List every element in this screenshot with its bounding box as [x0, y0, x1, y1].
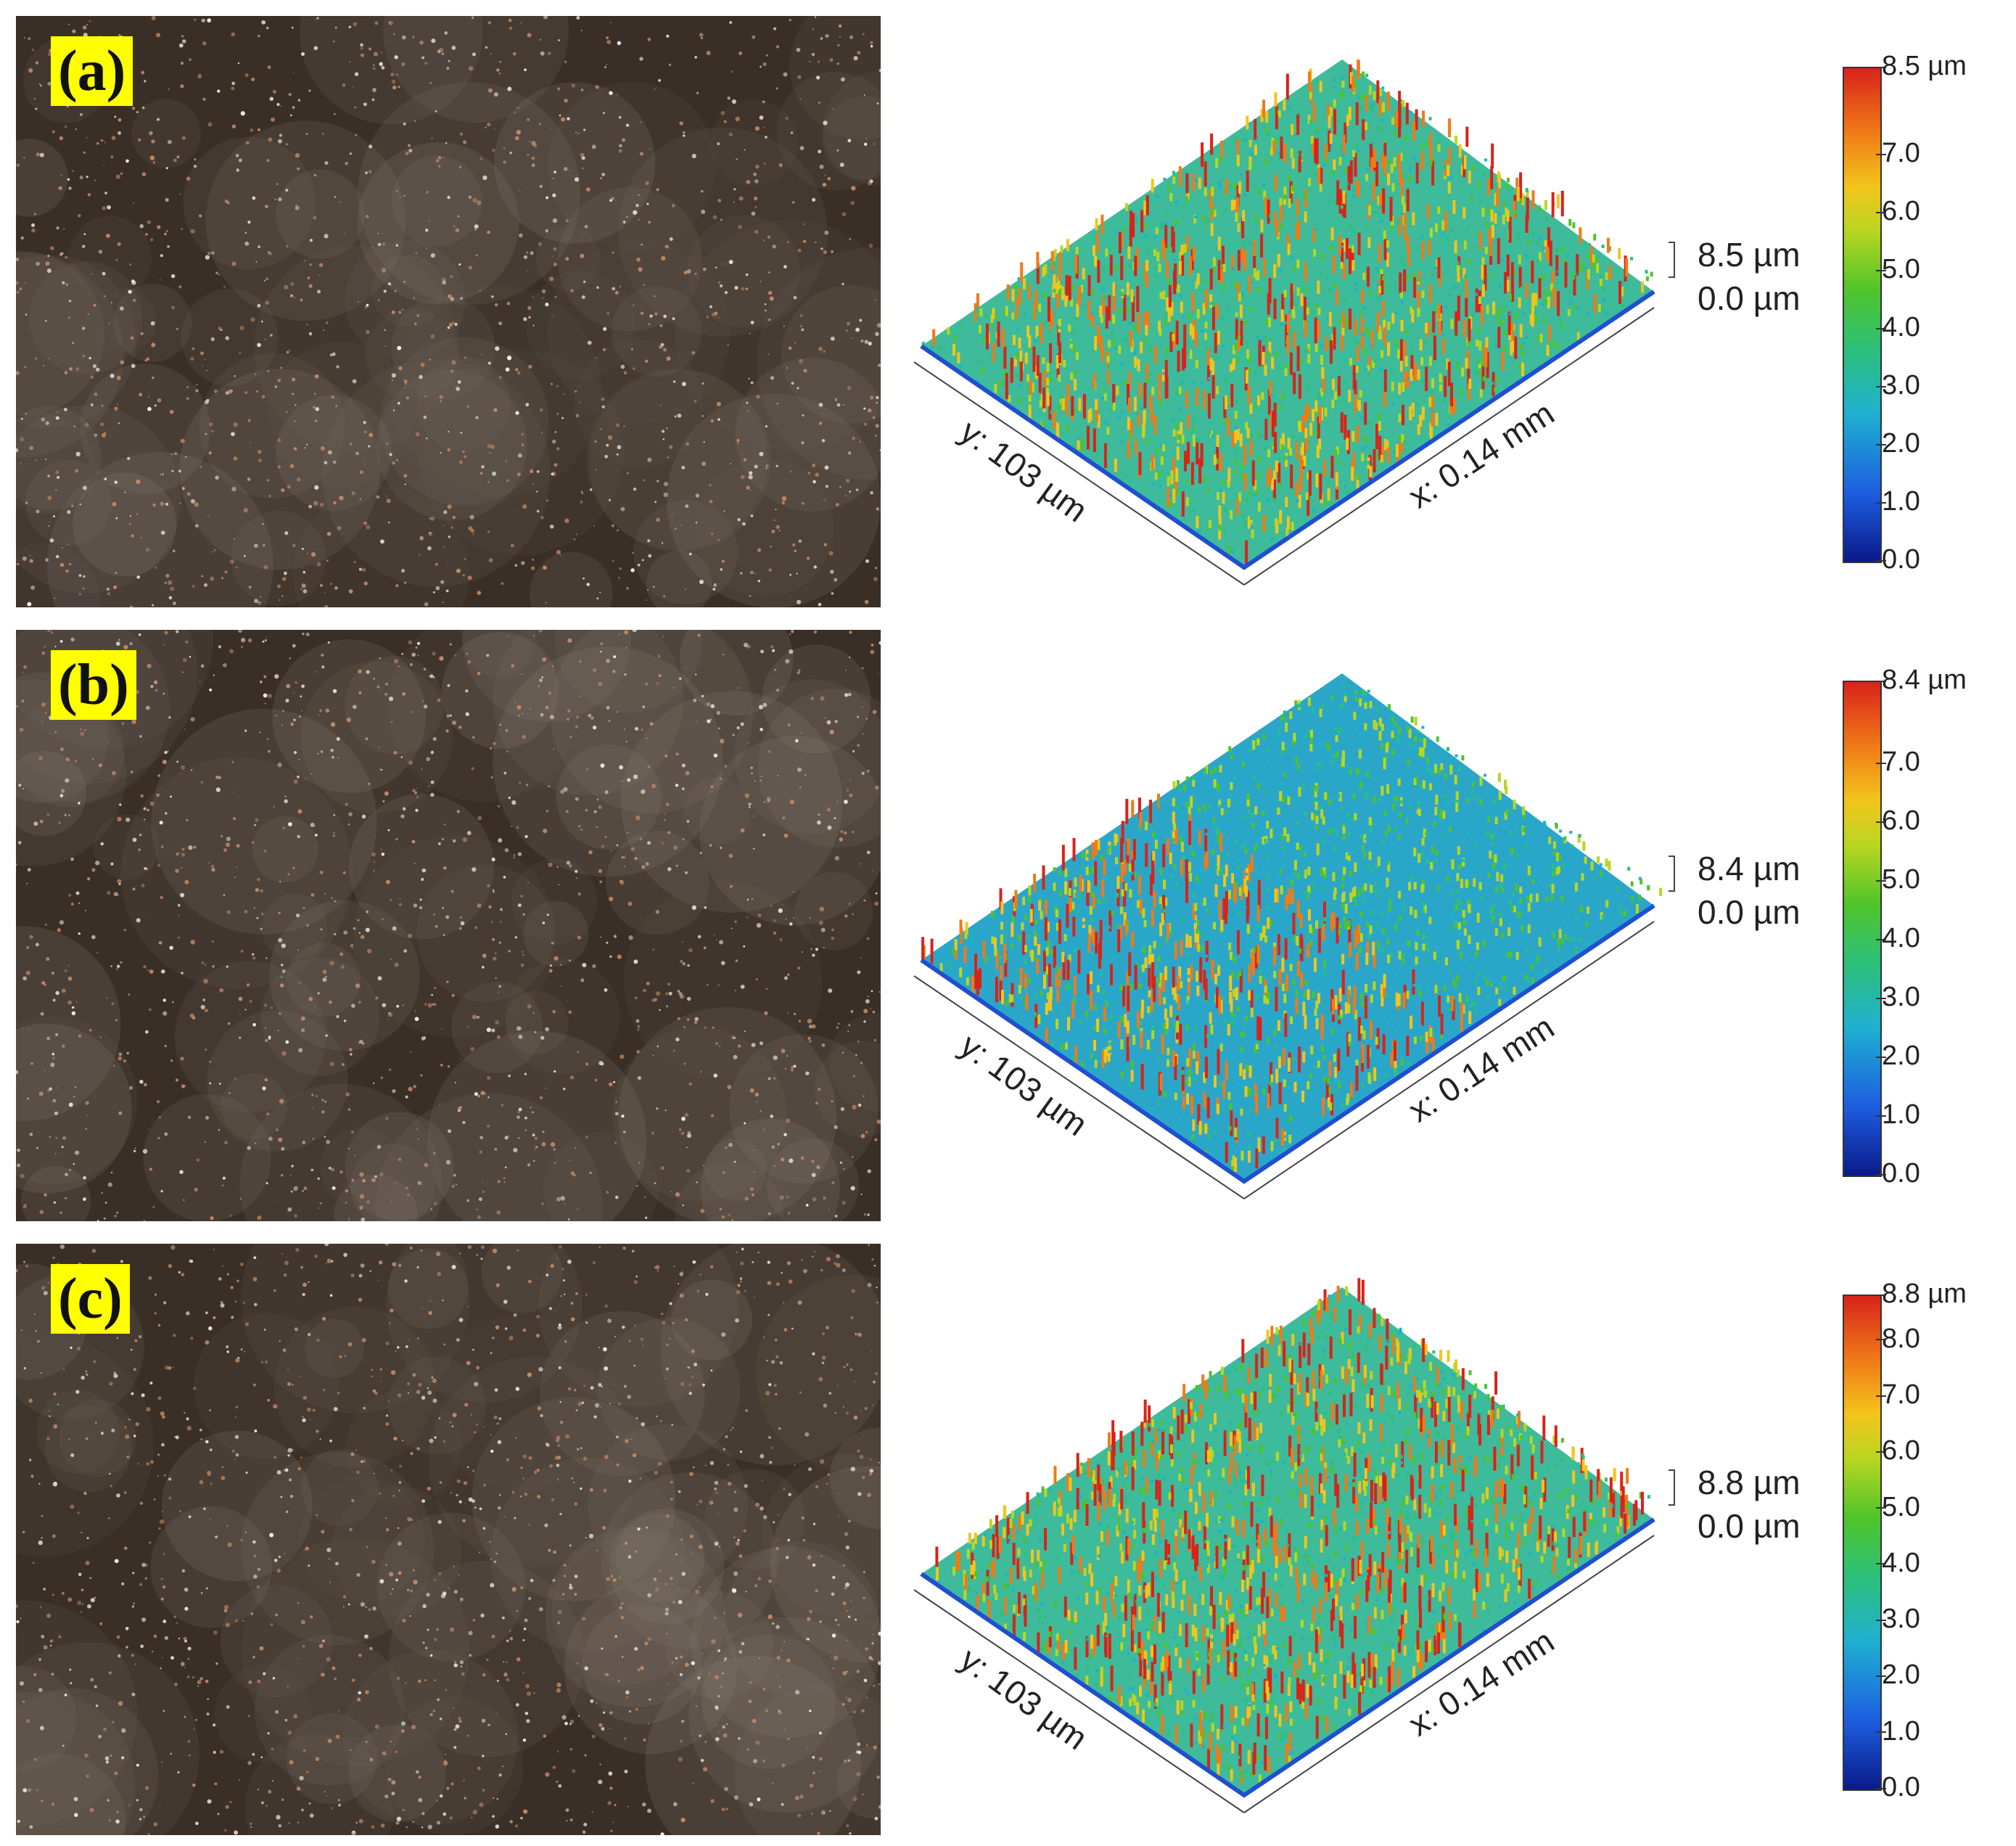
colorbar-tick-label: 7.0 [1882, 747, 1920, 778]
colorbar-tick-label: 7.0 [1882, 1379, 1920, 1411]
z-min-label: 0.0 µm [1698, 277, 1801, 319]
colorbar-tick-label: 2.0 [1882, 1041, 1920, 1072]
colorbar-tick-label: 4.0 [1882, 1548, 1920, 1579]
colorbar-tick-label: 8.0 [1882, 1324, 1920, 1355]
colorbar-gradient [1843, 681, 1882, 1177]
colorbar-tick-label: 5.0 [1882, 1492, 1920, 1523]
z-max-label: 8.5 µm [1698, 234, 1801, 276]
colorbar-tick-label: 4.0 [1882, 923, 1920, 954]
colorbar-tick-label: 6.0 [1882, 196, 1920, 227]
panel-label: (c) [51, 1264, 130, 1334]
z-min-label: 0.0 µm [1698, 1505, 1801, 1547]
colorbar-tick-label: 4.0 [1882, 312, 1920, 343]
colorbar-gradient [1843, 67, 1882, 563]
colorbar-tick-label: 8.5 µm [1882, 51, 1967, 82]
z-bracket [1669, 242, 1674, 277]
z-bracket [1669, 856, 1674, 891]
micrograph-image: (b) [16, 630, 881, 1221]
z-max-label: 8.4 µm [1698, 848, 1801, 890]
colorbar-tick-label: 3.0 [1882, 1604, 1920, 1635]
colorbar-tick-label: 1.0 [1882, 1099, 1920, 1131]
z-min-label: 0.0 µm [1698, 891, 1801, 933]
micrograph-image: (c) [16, 1244, 881, 1835]
colorbar-tick-label: 0.0 [1882, 1158, 1920, 1189]
colorbar-tick-label: 8.8 µm [1882, 1279, 1967, 1310]
colorbar-tick-label: 7.0 [1882, 138, 1920, 169]
colorbar-gradient [1843, 1295, 1882, 1791]
colorbar-tick-label: 1.0 [1882, 486, 1920, 517]
colorbar-tick-label: 5.0 [1882, 864, 1920, 895]
panel-label: (b) [51, 650, 136, 720]
colorbar-tick-label: 5.0 [1882, 254, 1920, 285]
colorbar-tick-label: 0.0 [1882, 544, 1920, 575]
panel-label: (a) [51, 36, 133, 106]
colorbar-tick-label: 3.0 [1882, 370, 1920, 401]
colorbar-tick-label: 8.4 µm [1882, 665, 1967, 696]
colorbar-tick-label: 0.0 [1882, 1772, 1920, 1803]
colorbar-tick-label: 2.0 [1882, 428, 1920, 459]
z-bracket [1669, 1470, 1674, 1505]
colorbar-tick-label: 3.0 [1882, 982, 1920, 1013]
colorbar-tick-label: 2.0 [1882, 1660, 1920, 1691]
colorbar-tick-label: 6.0 [1882, 805, 1920, 837]
micrograph-image: (a) [16, 16, 881, 607]
z-max-label: 8.8 µm [1698, 1461, 1801, 1504]
colorbar-tick-label: 6.0 [1882, 1435, 1920, 1466]
colorbar-tick-label: 1.0 [1882, 1716, 1920, 1747]
